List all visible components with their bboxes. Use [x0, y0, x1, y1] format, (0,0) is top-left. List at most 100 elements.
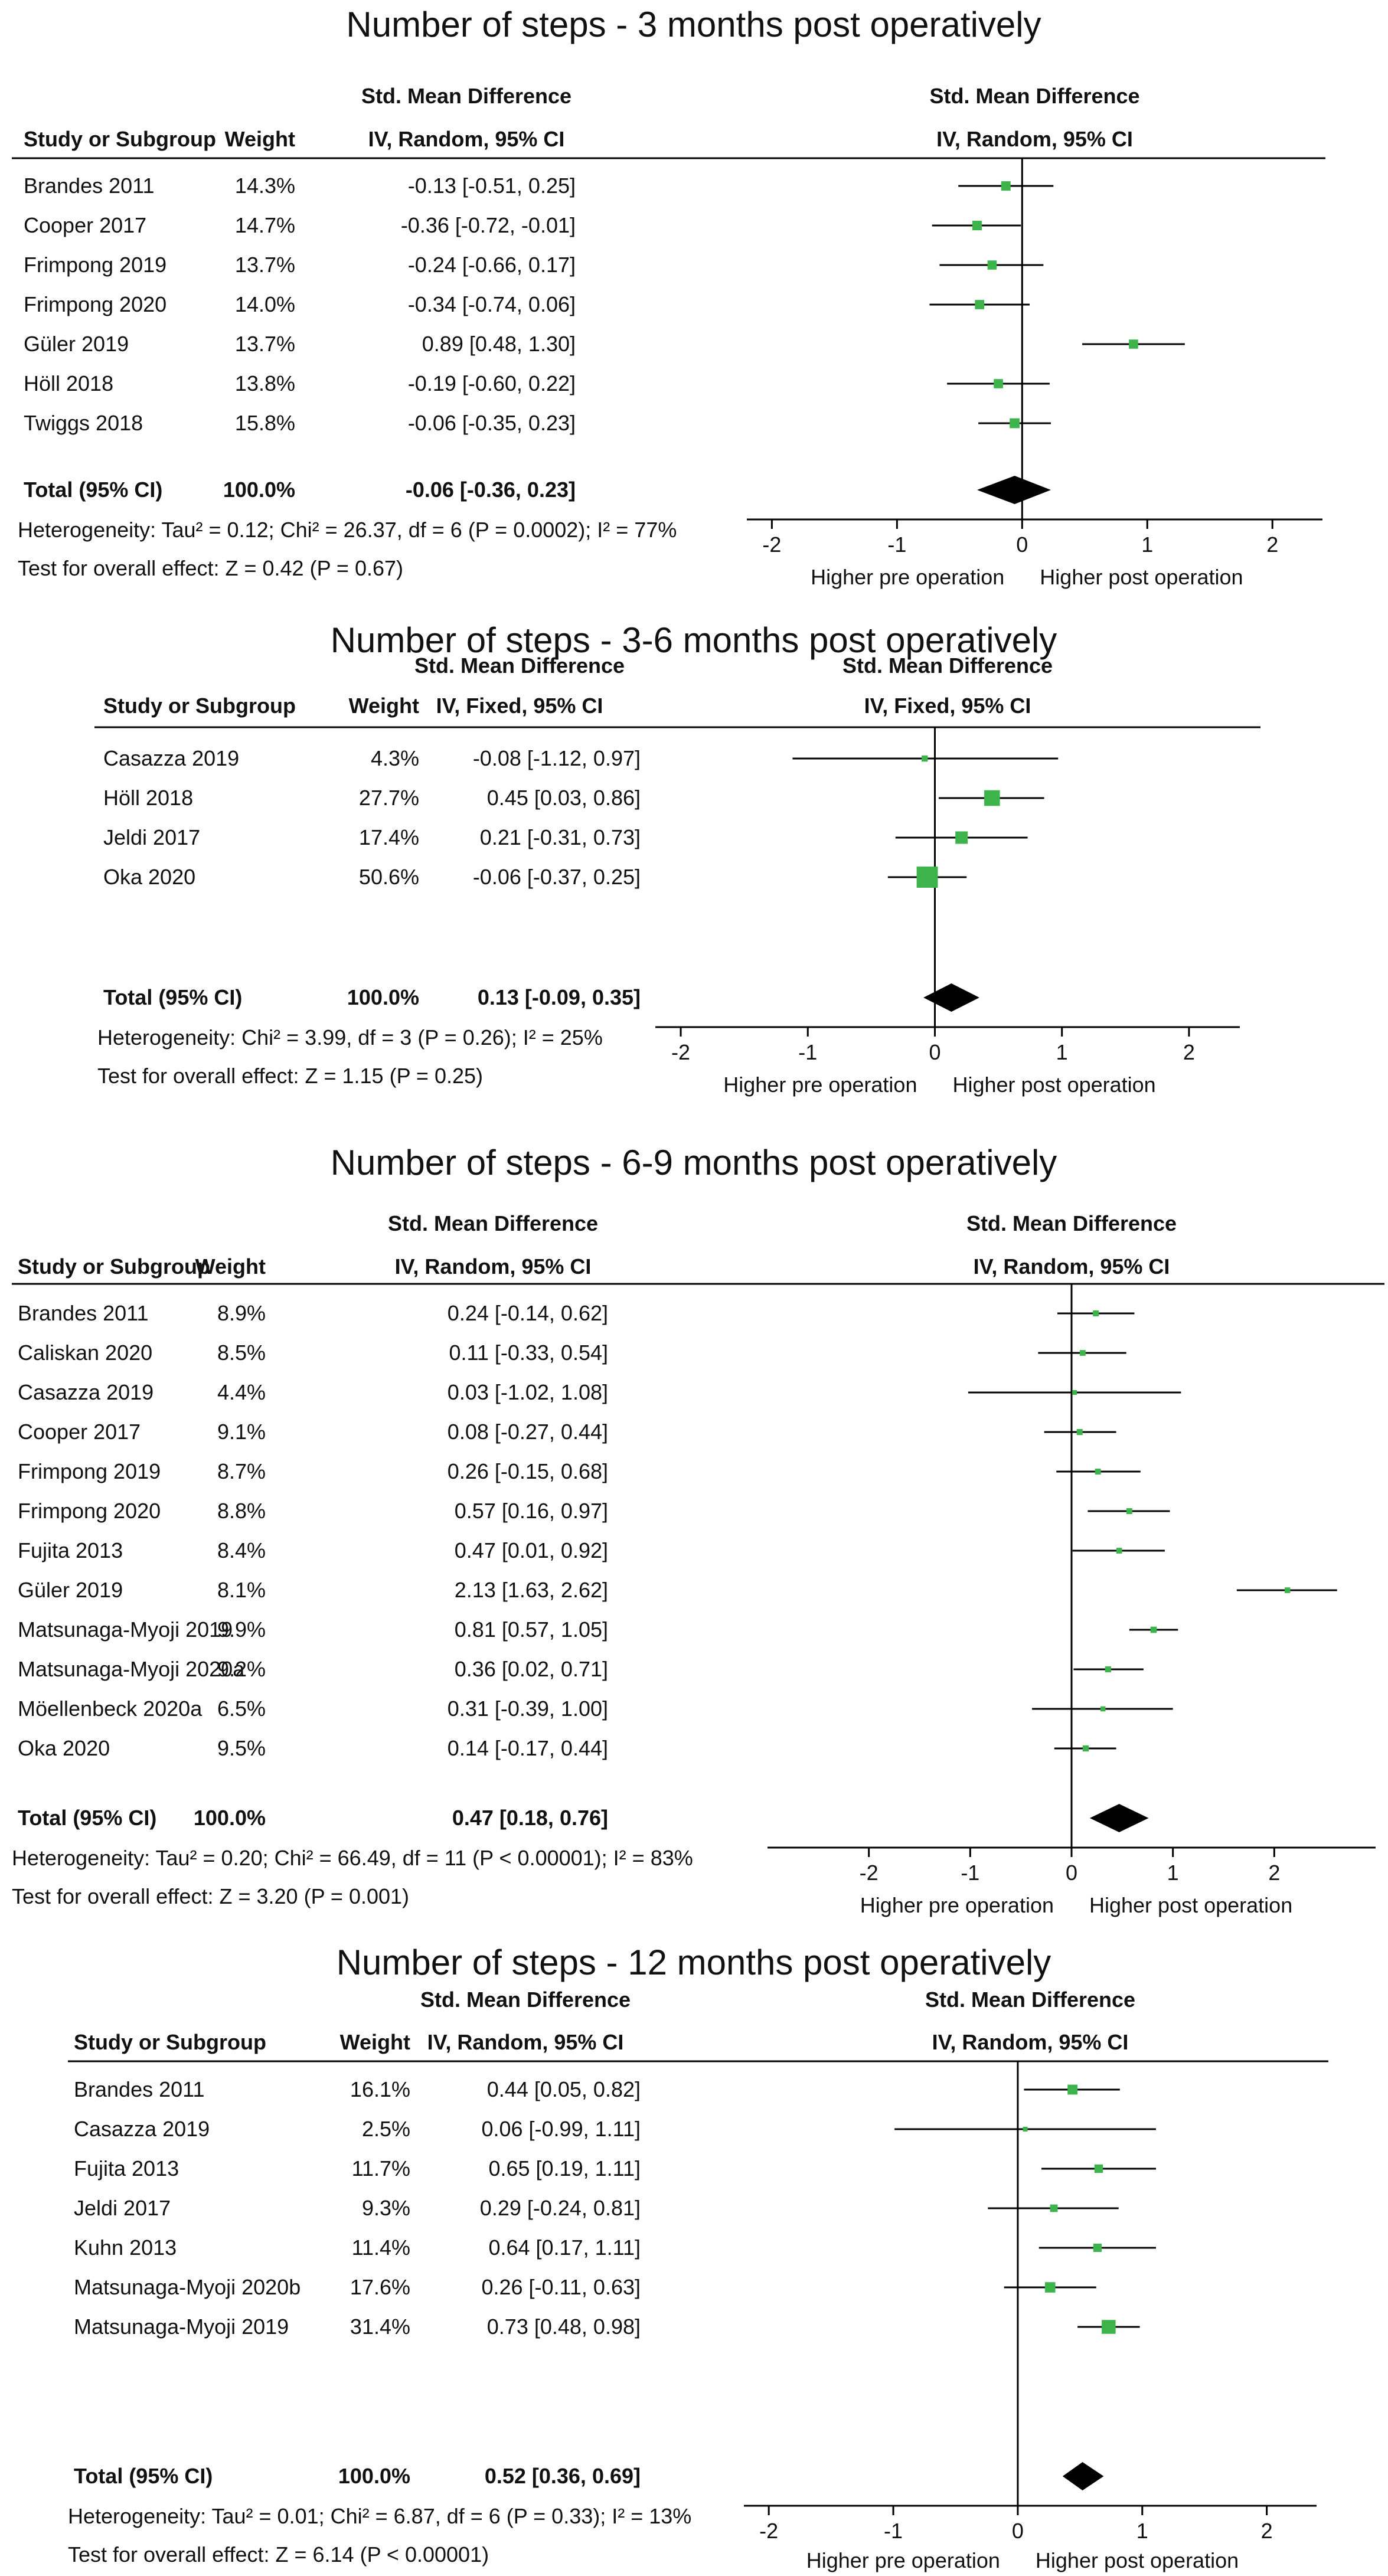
- study-ci: 0.64 [0.17, 1.11]: [488, 2235, 641, 2260]
- study-name: Frimpong 2020: [24, 292, 166, 316]
- study-name: Jeldi 2017: [103, 825, 200, 849]
- header-smd-table: Std. Mean Difference: [414, 653, 625, 678]
- study-point-marker: [1095, 1469, 1101, 1475]
- header-method-table: IV, Random, 95% CI: [395, 1254, 592, 1279]
- study-ci: 0.31 [-0.39, 1.00]: [448, 1696, 608, 1721]
- study-weight: 8.1%: [217, 1578, 266, 1602]
- header-smd-table: Std. Mean Difference: [361, 84, 571, 108]
- study-ci: 0.03 [-1.02, 1.08]: [448, 1380, 608, 1404]
- study-weight: 16.1%: [350, 2077, 410, 2101]
- study-name: Güler 2019: [18, 1578, 123, 1602]
- total-diamond: [923, 983, 979, 1012]
- study-ci: 0.26 [-0.11, 0.63]: [481, 2275, 641, 2299]
- study-weight: 8.4%: [217, 1538, 266, 1562]
- study-ci: -0.06 [-0.35, 0.23]: [408, 411, 576, 435]
- study-point-marker: [975, 300, 985, 309]
- total-ci: 0.52 [0.36, 0.69]: [485, 2464, 641, 2488]
- x-axis-tick-label: -2: [762, 532, 781, 557]
- study-weight: 8.9%: [217, 1301, 266, 1325]
- total-weight: 100.0%: [347, 985, 419, 1009]
- study-weight: 14.0%: [235, 292, 295, 316]
- total-diamond: [1089, 1804, 1149, 1832]
- study-name: Höll 2018: [24, 371, 113, 395]
- heterogeneity-text: Heterogeneity: Tau² = 0.01; Chi² = 6.87,…: [68, 2504, 691, 2528]
- study-name: Matsunaga-Myoji 2019: [18, 1617, 233, 1642]
- total-weight: 100.0%: [223, 478, 295, 502]
- study-ci: 0.14 [-0.17, 0.44]: [448, 1736, 608, 1760]
- study-ci: 0.36 [0.02, 0.71]: [455, 1657, 608, 1681]
- study-name: Oka 2020: [18, 1736, 110, 1760]
- forest-panel-3-months: Number of steps - 3 months post operativ…: [0, 0, 1388, 596]
- header-method-plot: IV, Random, 95% CI: [974, 1254, 1170, 1279]
- x-axis-tick-label: -1: [798, 1040, 817, 1064]
- study-point-marker: [1082, 1745, 1089, 1752]
- header-study: Study or Subgroup: [18, 1254, 210, 1279]
- study-ci: -0.08 [-1.12, 0.97]: [473, 746, 641, 770]
- overall-effect-text: Test for overall effect: Z = 3.20 (P = 0…: [12, 1884, 409, 1908]
- overall-effect-text: Test for overall effect: Z = 1.15 (P = 0…: [97, 1064, 483, 1088]
- header-method-plot: IV, Random, 95% CI: [932, 2030, 1129, 2054]
- study-name: Casazza 2019: [103, 746, 239, 770]
- heterogeneity-text: Heterogeneity: Chi² = 3.99, df = 3 (P = …: [97, 1025, 603, 1050]
- study-ci: 0.21 [-0.31, 0.73]: [480, 825, 641, 849]
- header-weight: Weight: [340, 2030, 410, 2054]
- x-axis-tick-label: 2: [1183, 1040, 1195, 1064]
- forest-plot-3-months: Number of steps - 3 months post operativ…: [12, 5, 1325, 589]
- x-axis-tick-label: 0: [1016, 532, 1028, 557]
- study-point-marker: [1044, 2282, 1056, 2293]
- study-point-marker: [1102, 2320, 1116, 2334]
- study-point-marker: [972, 220, 982, 231]
- study-point-marker: [1001, 181, 1011, 191]
- total-ci: -0.06 [-0.36, 0.23]: [406, 478, 576, 502]
- x-axis-tick-label: 2: [1266, 532, 1278, 557]
- study-weight: 6.5%: [217, 1696, 266, 1721]
- x-axis-tick-label: 2: [1261, 2519, 1273, 2543]
- study-ci: 0.81 [0.57, 1.05]: [455, 1617, 608, 1642]
- study-ci: 0.73 [0.48, 0.98]: [487, 2315, 641, 2339]
- favours-left-label: Higher pre operation: [723, 1073, 917, 1097]
- x-axis-tick-label: -1: [887, 532, 906, 557]
- x-axis-tick-label: 1: [1141, 532, 1153, 557]
- total-label: Total (95% CI): [18, 1806, 156, 1830]
- header-study: Study or Subgroup: [24, 127, 216, 151]
- total-diamond: [1062, 2462, 1104, 2490]
- study-weight: 11.7%: [352, 2156, 410, 2181]
- study-ci: 0.11 [-0.33, 0.54]: [449, 1341, 608, 1365]
- study-name: Matsunaga-Myoji 2020a: [18, 1657, 245, 1681]
- study-weight: 13.8%: [235, 371, 295, 395]
- study-ci: 0.47 [0.01, 0.92]: [455, 1538, 608, 1562]
- x-axis-tick-label: 1: [1056, 1040, 1068, 1064]
- study-name: Oka 2020: [103, 865, 195, 889]
- study-point-marker: [955, 831, 968, 844]
- study-ci: -0.13 [-0.51, 0.25]: [408, 174, 576, 198]
- study-name: Matsunaga-Myoji 2020b: [74, 2275, 301, 2299]
- favours-left-label: Higher pre operation: [806, 2548, 1000, 2572]
- forest-panel-12-months: Number of steps - 12 months post operati…: [0, 1918, 1388, 2576]
- study-name: Fujita 2013: [18, 1538, 123, 1562]
- study-point-marker: [1079, 1350, 1086, 1356]
- study-weight: 11.4%: [352, 2235, 410, 2260]
- overall-effect-text: Test for overall effect: Z = 0.42 (P = 0…: [18, 556, 403, 580]
- study-weight: 50.6%: [359, 865, 419, 889]
- header-weight: Weight: [195, 1254, 266, 1279]
- forest-panel-6-9-months: Number of steps - 6-9 months post operat…: [0, 1127, 1388, 1918]
- x-axis-tick-label: 0: [1066, 1861, 1077, 1885]
- study-name: Höll 2018: [103, 786, 193, 810]
- study-weight: 2.5%: [362, 2117, 410, 2141]
- study-weight: 9.5%: [217, 1736, 266, 1760]
- x-axis-tick-label: 2: [1268, 1861, 1280, 1885]
- x-axis-tick-label: 1: [1136, 2519, 1148, 2543]
- study-name: Jeldi 2017: [74, 2196, 171, 2220]
- study-weight: 31.4%: [350, 2315, 410, 2339]
- x-axis-tick-label: -2: [671, 1040, 690, 1064]
- study-point-marker: [1023, 2127, 1028, 2132]
- study-point-marker: [1067, 2084, 1078, 2095]
- study-point-marker: [1284, 1587, 1291, 1593]
- study-ci: 0.24 [-0.14, 0.62]: [448, 1301, 608, 1325]
- study-name: Cooper 2017: [24, 213, 146, 237]
- header-method-plot: IV, Fixed, 95% CI: [864, 694, 1031, 718]
- favours-right-label: Higher post operation: [1040, 565, 1243, 589]
- study-name: Güler 2019: [24, 332, 129, 356]
- header-smd-plot: Std. Mean Difference: [966, 1211, 1177, 1235]
- study-point-marker: [1093, 1310, 1099, 1317]
